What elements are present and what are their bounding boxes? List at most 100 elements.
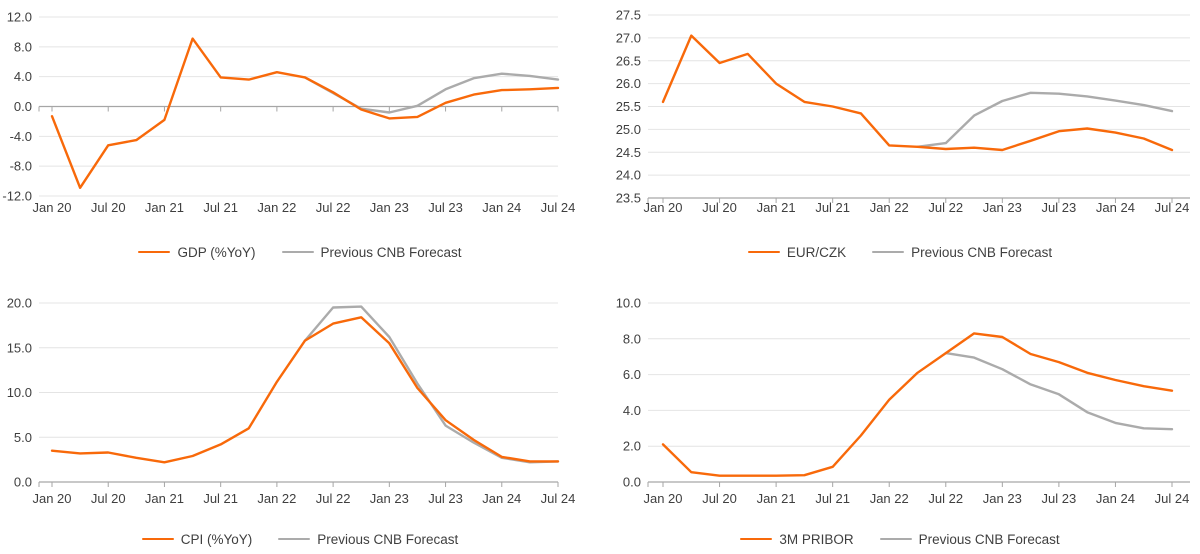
y-tick-label: 4.0 xyxy=(623,403,641,418)
y-tick-label: 27.0 xyxy=(616,30,641,45)
legend-item-pribor: 3M PRIBOR xyxy=(740,532,854,547)
x-tick-label: Jan 20 xyxy=(643,491,682,506)
x-tick-label: Jan 24 xyxy=(482,491,521,506)
y-tick-label: -12.0 xyxy=(2,189,32,204)
legend-label: GDP (%YoY) xyxy=(177,244,256,260)
x-tick-label: Jul 20 xyxy=(91,200,126,215)
cpi-legend: CPI (%YoY) Previous CNB Forecast xyxy=(0,528,600,550)
y-tick-label: 24.5 xyxy=(616,145,641,160)
y-tick-label: -4.0 xyxy=(10,129,32,144)
pribor-line-swatch xyxy=(740,537,773,541)
y-tick-label: 25.0 xyxy=(616,122,641,137)
previous-cnb-forecast-line xyxy=(303,305,560,464)
y-tick-label: 6.0 xyxy=(623,367,641,382)
x-tick-label: Jan 23 xyxy=(983,491,1022,506)
x-tick-label: Jan 23 xyxy=(983,200,1022,215)
x-tick-label: Jan 24 xyxy=(1096,491,1135,506)
legend-item-previous-forecast: Previous CNB Forecast xyxy=(879,532,1060,547)
y-axis-labels: 20.0 15.0 10.0 5.0 0.0 xyxy=(7,296,32,490)
x-tick-label: Jul 24 xyxy=(1155,491,1190,506)
x-tick-label: Jul 20 xyxy=(91,491,126,506)
y-tick-label: 8.0 xyxy=(623,331,641,346)
y-tick-label: 4.0 xyxy=(14,69,32,84)
eurczk-legend: EUR/CZK Previous CNB Forecast xyxy=(600,241,1200,263)
cpi-chart: 20.0 15.0 10.0 5.0 0.0 Jan 20 Jul 20 Jan 21 Jul … xyxy=(0,277,600,554)
y-tick-label: 25.5 xyxy=(616,99,641,114)
x-tick-label: Jul 24 xyxy=(541,200,576,215)
x-tick-label: Jul 20 xyxy=(702,200,737,215)
legend-label: Previous CNB Forecast xyxy=(911,244,1053,260)
x-tick-label: Jul 24 xyxy=(541,491,576,506)
y-tick-label: 20.0 xyxy=(7,296,32,311)
series-lines xyxy=(50,37,560,190)
gdp-yoy-line xyxy=(50,37,560,190)
x-tick-label: Jul 20 xyxy=(702,491,737,506)
pribor-chart: 10.0 8.0 6.0 4.0 2.0 0.0 Jan 20 Jul 20 Jan 21 Jul… xyxy=(600,277,1200,554)
x-tick-label: Jul 23 xyxy=(1042,491,1077,506)
x-tick-label: Jul 23 xyxy=(428,200,463,215)
x-tick-label: Jul 23 xyxy=(1042,200,1077,215)
y-tick-label: 0.0 xyxy=(623,475,641,490)
legend-item-cpi: CPI (%YoY) xyxy=(141,531,253,547)
x-axis xyxy=(38,481,559,487)
x-axis-labels: Jan 20 Jul 20 Jan 21 Jul 21 Jan 22 Jul 22 Jan … xyxy=(643,491,1189,506)
y-tick-label: 10.0 xyxy=(616,296,641,311)
x-axis-labels: Jan 20 Jul 20 Jan 21 Jul 21 Jan 22 Jul 22 Jan … xyxy=(32,200,575,215)
y-tick-label: 12.0 xyxy=(7,10,32,25)
y-tick-label: 5.0 xyxy=(14,430,32,445)
x-tick-label: Jan 23 xyxy=(370,491,409,506)
y-tick-label: 23.5 xyxy=(616,191,641,206)
legend-label: CPI (%YoY) xyxy=(180,531,253,547)
x-tick-label: Jul 22 xyxy=(316,200,351,215)
legend-item-previous-forecast: Previous CNB Forecast xyxy=(872,245,1052,260)
gdp-legend: GDP (%YoY) Previous CNB Forecast xyxy=(0,241,600,263)
x-tick-label: Jul 22 xyxy=(928,200,963,215)
gdp-line-swatch xyxy=(138,250,171,254)
legend-item-eurczk: EUR/CZK xyxy=(747,245,846,260)
x-tick-label: Jan 21 xyxy=(757,491,796,506)
x-tick-label: Jan 20 xyxy=(32,200,71,215)
x-axis-labels: Jan 20 Jul 20 Jan 21 Jul 21 Jan 22 Jul 22 Jan … xyxy=(32,491,575,506)
eurczk-plot-area: 27.527.026.526.025.525.024.524.023.5Jan … xyxy=(616,8,1190,215)
y-tick-label: 10.0 xyxy=(7,385,32,400)
series-lines xyxy=(661,332,1174,477)
x-tick-label: Jan 22 xyxy=(257,491,296,506)
cpi-yoy-line xyxy=(50,316,560,464)
y-tick-label: 8.0 xyxy=(14,39,32,54)
x-tick-label: Jan 21 xyxy=(145,200,184,215)
series-lines xyxy=(661,34,1174,152)
previous-cnb-forecast-line xyxy=(916,91,1174,149)
y-tick-label: 2.0 xyxy=(623,439,641,454)
legend-label: Previous CNB Forecast xyxy=(320,244,462,260)
y-tick-label: 27.5 xyxy=(616,8,641,23)
x-axis xyxy=(647,197,1190,203)
x-tick-label: Jul 24 xyxy=(1155,200,1190,215)
x-tick-label: Jan 24 xyxy=(482,200,521,215)
legend-item-previous-forecast: Previous CNB Forecast xyxy=(278,532,458,547)
y-tick-label: 15.0 xyxy=(7,340,32,355)
x-tick-label: Jan 22 xyxy=(870,200,909,215)
x-tick-label: Jul 21 xyxy=(203,491,238,506)
y-tick-label: 0.0 xyxy=(14,475,32,490)
forecast-line-swatch xyxy=(872,250,905,254)
eur-czk-line xyxy=(661,34,1174,152)
y-axis-labels: 10.0 8.0 6.0 4.0 2.0 0.0 xyxy=(616,296,641,490)
forecast-line-swatch xyxy=(281,250,314,254)
gridlines xyxy=(648,302,1190,483)
y-tick-label: -8.0 xyxy=(10,159,32,174)
pribor-legend: 3M PRIBOR Previous CNB Forecast xyxy=(600,528,1200,550)
x-tick-label: Jul 21 xyxy=(815,491,850,506)
x-tick-label: Jan 21 xyxy=(757,200,796,215)
x-tick-label: Jul 22 xyxy=(928,491,963,506)
legend-label: Previous CNB Forecast xyxy=(317,531,459,547)
y-axis-labels: 12.0 8.0 4.0 0.0 -4.0 -8.0 -12.0 xyxy=(2,10,32,204)
x-axis-labels: Jan 20 Jul 20 Jan 21 Jul 21 Jan 22 Jul 22 Jan … xyxy=(643,200,1189,215)
x-tick-label: Jan 20 xyxy=(32,491,71,506)
x-tick-label: Jan 22 xyxy=(870,491,909,506)
x-tick-label: Jul 21 xyxy=(203,200,238,215)
y-axis-labels: 27.5 27.0 26.5 26.0 25.5 25.0 24.5 24.0 23.5 xyxy=(616,8,641,206)
y-tick-label: 26.0 xyxy=(616,76,641,91)
y-tick-label: 24.0 xyxy=(616,168,641,183)
